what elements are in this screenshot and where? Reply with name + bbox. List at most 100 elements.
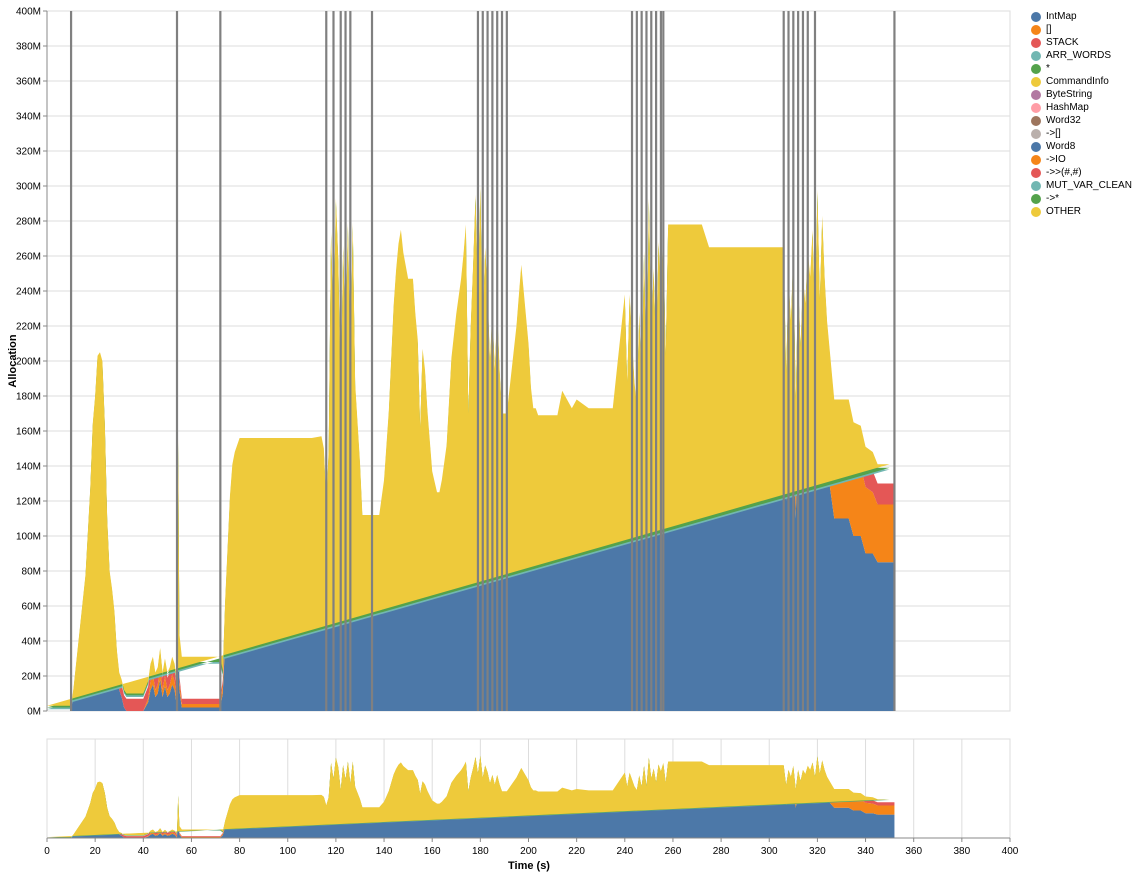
legend-swatch [1031, 76, 1041, 87]
x-tick-label: 60 [186, 846, 198, 857]
y-axis: 0M 20M 40M 60M 80M 100M 120M 140M 160M 180M 200M 22… [16, 7, 48, 718]
legend-swatch [1031, 141, 1041, 152]
x-tick-label: 380 [954, 846, 971, 857]
legend-item[interactable]: HashMap [1031, 101, 1137, 114]
legend-label: ->>(#,#) [1046, 167, 1082, 178]
x-tick-label: 0 [44, 846, 50, 857]
x-tick-label: 280 [713, 846, 730, 857]
y-tick-label: 20M [22, 672, 41, 683]
legend-label: CommandInfo [1046, 76, 1109, 87]
legend-swatch [1031, 89, 1041, 100]
y-tick-label: 340M [16, 112, 41, 123]
y-tick-label: 300M [16, 182, 41, 193]
y-tick-label: 160M [16, 427, 41, 438]
legend-swatch [1031, 37, 1041, 48]
legend-label: ARR_WORDS [1046, 50, 1112, 61]
y-tick-label: 80M [22, 567, 41, 578]
legend-label: ->IO [1046, 154, 1066, 165]
legend-item[interactable]: OTHER [1031, 205, 1137, 218]
legend-label: ->* [1046, 193, 1060, 204]
legend-item[interactable]: MUT_VAR_CLEAN [1031, 179, 1137, 192]
legend-item[interactable]: ->>(#,#) [1031, 166, 1137, 179]
legend-label: ->[] [1046, 128, 1061, 139]
legend-label: STACK [1046, 37, 1079, 48]
legend-swatch [1031, 128, 1041, 139]
overview-area-commandinfo [47, 755, 890, 838]
legend-item[interactable]: ByteString [1031, 88, 1137, 101]
y-tick-label: 240M [16, 287, 41, 298]
legend-label: OTHER [1046, 206, 1081, 217]
x-axis: 0 20 40 60 80 100 120 140 160 180 200 220 240 260 280 3… [44, 837, 1019, 857]
x-tick-label: 140 [376, 846, 393, 857]
x-tick-label: 160 [424, 846, 441, 857]
x-tick-label: 200 [520, 846, 537, 857]
x-tick-label: 220 [568, 846, 585, 857]
y-tick-label: 320M [16, 147, 41, 158]
y-tick-label: 380M [16, 42, 41, 53]
y-tick-label: 120M [16, 497, 41, 508]
overview-plot-areas[interactable] [47, 755, 895, 839]
x-tick-label: 320 [809, 846, 826, 857]
legend-label: IntMap [1046, 11, 1077, 22]
legend-label: * [1046, 63, 1050, 74]
y-tick-label: 400M [16, 7, 41, 18]
legend-label: HashMap [1046, 102, 1089, 113]
legend-label: Word32 [1046, 115, 1081, 126]
y-tick-label: 220M [16, 322, 41, 333]
legend-item[interactable]: ->[] [1031, 127, 1137, 140]
y-tick-label: 0M [27, 707, 41, 718]
legend-swatch [1031, 63, 1041, 74]
legend-swatch [1031, 193, 1041, 204]
x-tick-label: 180 [472, 846, 489, 857]
legend-swatch [1031, 50, 1041, 61]
x-tick-label: 240 [616, 846, 633, 857]
legend-swatch [1031, 24, 1041, 35]
x-tick-label: 400 [1002, 846, 1019, 857]
legend-item[interactable]: IntMap [1031, 10, 1137, 23]
y-tick-label: 280M [16, 217, 41, 228]
y-tick-label: 140M [16, 462, 41, 473]
y-tick-label: 40M [22, 637, 41, 648]
legend-item[interactable]: STACK [1031, 36, 1137, 49]
legend-item[interactable]: * [1031, 62, 1137, 75]
x-axis-title: Time (s) [508, 860, 550, 872]
y-tick-label: 60M [22, 602, 41, 613]
legend-item[interactable]: [] [1031, 23, 1137, 36]
y-tick-label: 260M [16, 252, 41, 263]
legend-label: [] [1046, 24, 1052, 35]
x-tick-label: 80 [234, 846, 246, 857]
legend: IntMap [] STACK ARR_WORDS * CommandInfo ByteSt… [1031, 10, 1137, 218]
legend-item[interactable]: Word8 [1031, 140, 1137, 153]
legend-label: MUT_VAR_CLEAN [1046, 180, 1132, 191]
legend-item[interactable]: ARR_WORDS [1031, 49, 1137, 62]
main-plot-areas [47, 186, 895, 711]
y-tick-label: 180M [16, 392, 41, 403]
main-grid [46, 10, 1011, 712]
x-tick-label: 260 [665, 846, 682, 857]
y-tick-label: 100M [16, 532, 41, 543]
y-tick-label: 200M [16, 357, 41, 368]
legend-swatch [1031, 11, 1041, 22]
legend-item[interactable]: CommandInfo [1031, 75, 1137, 88]
x-tick-label: 360 [905, 846, 922, 857]
legend-item[interactable]: Word32 [1031, 114, 1137, 127]
x-tick-label: 100 [279, 846, 296, 857]
legend-label: Word8 [1046, 141, 1076, 152]
legend-item[interactable]: ->IO [1031, 153, 1137, 166]
legend-swatch [1031, 102, 1041, 113]
x-tick-label: 40 [138, 846, 150, 857]
x-tick-label: 340 [857, 846, 874, 857]
x-tick-label: 20 [90, 846, 102, 857]
legend-item[interactable]: ->* [1031, 192, 1137, 205]
legend-swatch [1031, 180, 1041, 191]
x-tick-label: 300 [761, 846, 778, 857]
legend-swatch [1031, 206, 1041, 217]
x-tick-label: 120 [328, 846, 345, 857]
y-axis-title: Allocation [7, 334, 19, 387]
main-area-commandinfo [47, 186, 890, 706]
legend-swatch [1031, 167, 1041, 178]
y-tick-label: 360M [16, 77, 41, 88]
gc-markers [69, 11, 896, 711]
legend-swatch [1031, 115, 1041, 126]
